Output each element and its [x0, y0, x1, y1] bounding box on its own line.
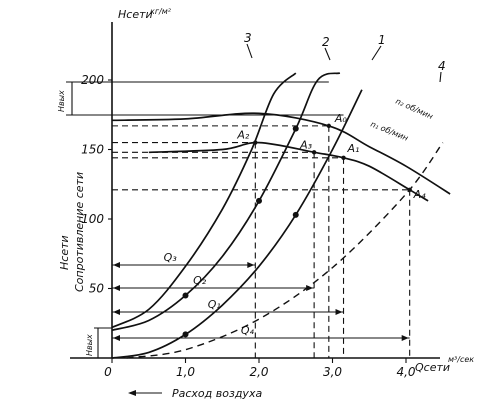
side-label-1: Hсети [58, 235, 71, 270]
network-curve-3 [111, 72, 297, 329]
x-tick-label: 3,0 [323, 365, 342, 379]
flow-label: Q₄ [241, 324, 255, 337]
y-tick-label: 100 [81, 212, 104, 226]
x-axis-label: Qсети [415, 361, 450, 374]
network-curve-1 [111, 89, 363, 359]
operating-point [311, 150, 317, 155]
y-tick-label: 200 [81, 73, 104, 87]
flow-arrowhead [113, 335, 120, 341]
curve-marker [292, 125, 299, 132]
fan-curve-label: n₂ об/мин [394, 97, 434, 121]
point-label: A₀ [334, 112, 348, 125]
curve-marker [182, 331, 189, 338]
side-label-2: Сопротивление сети [73, 172, 86, 292]
curve-number-leader [324, 47, 331, 61]
flow-label: Q₂ [193, 274, 207, 287]
curve-number-leader [439, 71, 442, 83]
flow-label: Q₃ [164, 251, 178, 264]
flow-arrowhead [113, 285, 120, 291]
operating-point [341, 155, 346, 161]
point-label: A₁ [347, 142, 360, 155]
point-label: A₂ [236, 129, 250, 142]
fan-curve-label: n₁ об/мин [369, 120, 409, 143]
point-label: A₄ [413, 188, 427, 201]
x-axis-unit: м³/сек [448, 355, 474, 364]
curve-marker [256, 197, 262, 204]
x-tick-label: 2,0 [249, 365, 268, 379]
y-tick-label: 150 [81, 143, 104, 157]
curve-number-leader [371, 45, 382, 61]
fan-curve-n2 [111, 112, 451, 195]
flow-label: Q₁ [208, 298, 221, 311]
flow-arrowhead [113, 262, 120, 268]
x-tick-label: 4,0 [396, 365, 415, 379]
curve-number-leader [246, 43, 253, 59]
curve-marker [182, 292, 189, 299]
y-axis-unit: кг/м² [150, 7, 172, 16]
curve-number-label: 2 [322, 35, 330, 49]
bracket-top-label: Hвых [57, 90, 66, 112]
point-label: A₃ [299, 138, 313, 151]
flow-arrowhead [247, 262, 255, 268]
y-tick-label: 50 [89, 282, 105, 296]
curve-marker [292, 211, 299, 218]
operating-point [253, 140, 258, 145]
bracket-bottom-label: Hвых [85, 334, 94, 356]
operating-point [326, 123, 332, 129]
x-tick-label: 1,0 [176, 365, 195, 379]
curve-number-label: 3 [244, 31, 252, 45]
flow-arrowhead [306, 285, 314, 291]
flow-arrowhead [113, 309, 120, 315]
flow-arrowhead [335, 309, 343, 315]
network-curve-2 [111, 72, 341, 332]
curve-number-label: 1 [378, 33, 386, 47]
flow-arrowhead [401, 335, 409, 341]
x-tick-label: 0 [104, 365, 112, 379]
footer-arrowhead [128, 390, 136, 396]
operating-point [407, 187, 412, 193]
footer-caption: Расход воздуха [172, 387, 262, 400]
curve-number-label: 4 [438, 59, 446, 73]
y-axis-label: Hсети [118, 8, 153, 21]
fan-curve-n1 [148, 141, 429, 202]
